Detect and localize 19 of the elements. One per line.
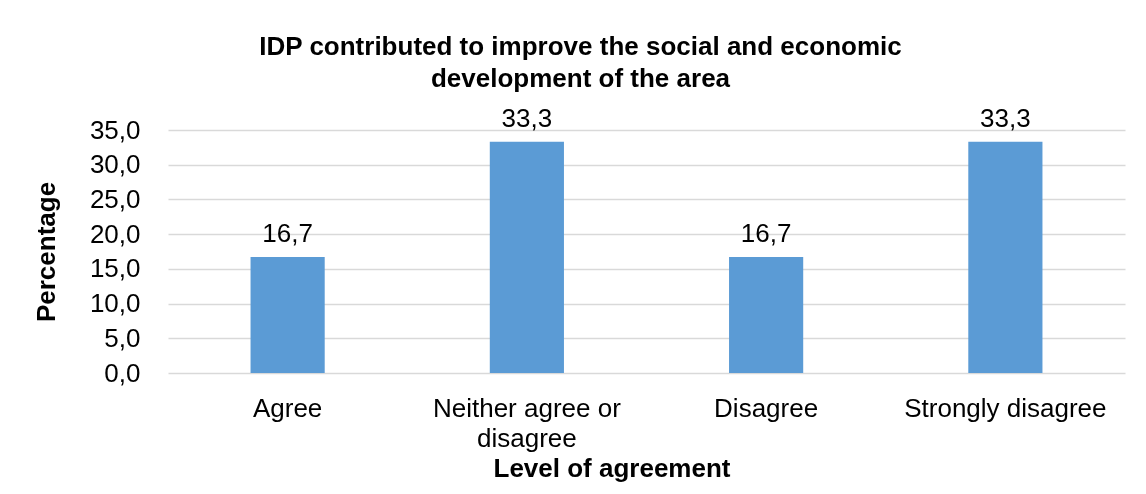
data-label: 16,7 [262, 218, 313, 249]
y-tick-label: 30,0 [89, 149, 141, 180]
y-tick-label: 20,0 [89, 218, 141, 249]
x-axis-title: Level of agreement [493, 452, 731, 483]
data-label: 33,3 [501, 102, 553, 133]
data-label: 16,7 [740, 218, 792, 249]
chart-title: IDP contributed to improve the social and economic development of the area [259, 30, 902, 93]
x-tick-label: Agree [252, 392, 323, 423]
data-label: 33,3 [980, 102, 1031, 133]
x-tick-label: Strongly disagree [904, 392, 1107, 423]
y-tick-label: 35,0 [89, 114, 141, 145]
y-tick-label: 0,0 [104, 357, 141, 388]
y-tick-label: 5,0 [104, 322, 141, 353]
y-tick-label: 15,0 [89, 253, 141, 284]
y-axis-title: Percentage [30, 181, 61, 323]
x-tick-label: Disagree [714, 392, 819, 423]
x-tick-label: Neither agree or disagree [432, 392, 622, 453]
y-tick-label: 25,0 [89, 183, 141, 214]
y-tick-label: 10,0 [89, 288, 141, 319]
